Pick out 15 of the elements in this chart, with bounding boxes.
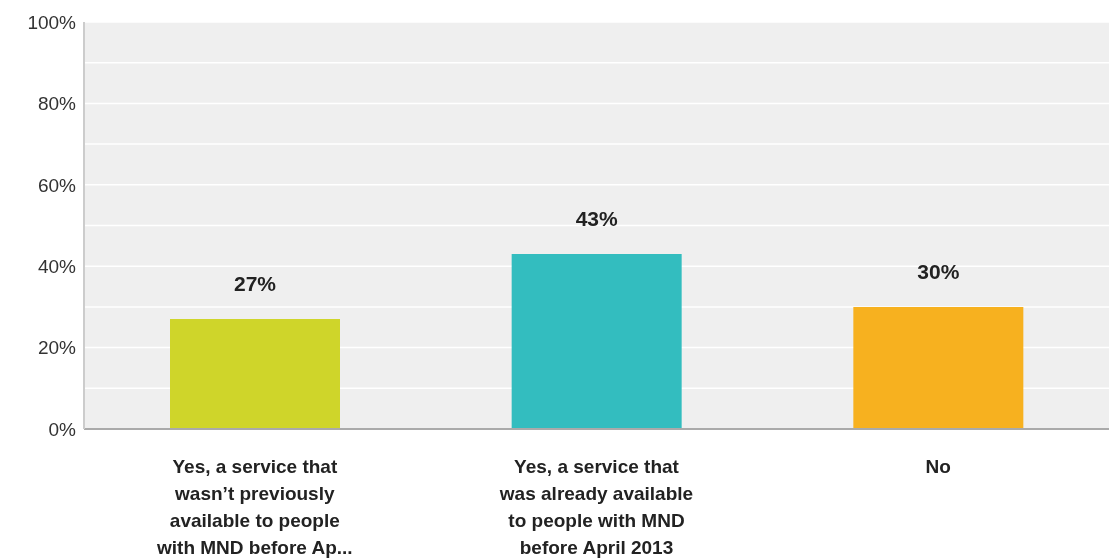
y-tick-label: 0% <box>48 418 77 440</box>
y-tick-label: 40% <box>37 255 77 277</box>
x-tick-label: Yes, a service that wasn’t previously available to people with MND before Ap... <box>156 456 353 558</box>
y-tick-label: 80% <box>37 93 77 115</box>
y-tick-label: 20% <box>37 337 77 359</box>
bar <box>170 319 340 429</box>
data-label: 30% <box>917 259 960 283</box>
bar <box>511 253 682 429</box>
y-tick-label: 100% <box>27 11 77 33</box>
x-tick-label: No <box>925 456 951 477</box>
bar <box>853 306 1024 429</box>
data-label: 27% <box>233 272 277 296</box>
data-label: 43% <box>575 206 619 230</box>
x-tick-label: Yes, a service that was already available to people with MND before April 2013 <box>498 456 694 558</box>
y-tick-label: 60% <box>37 174 77 196</box>
